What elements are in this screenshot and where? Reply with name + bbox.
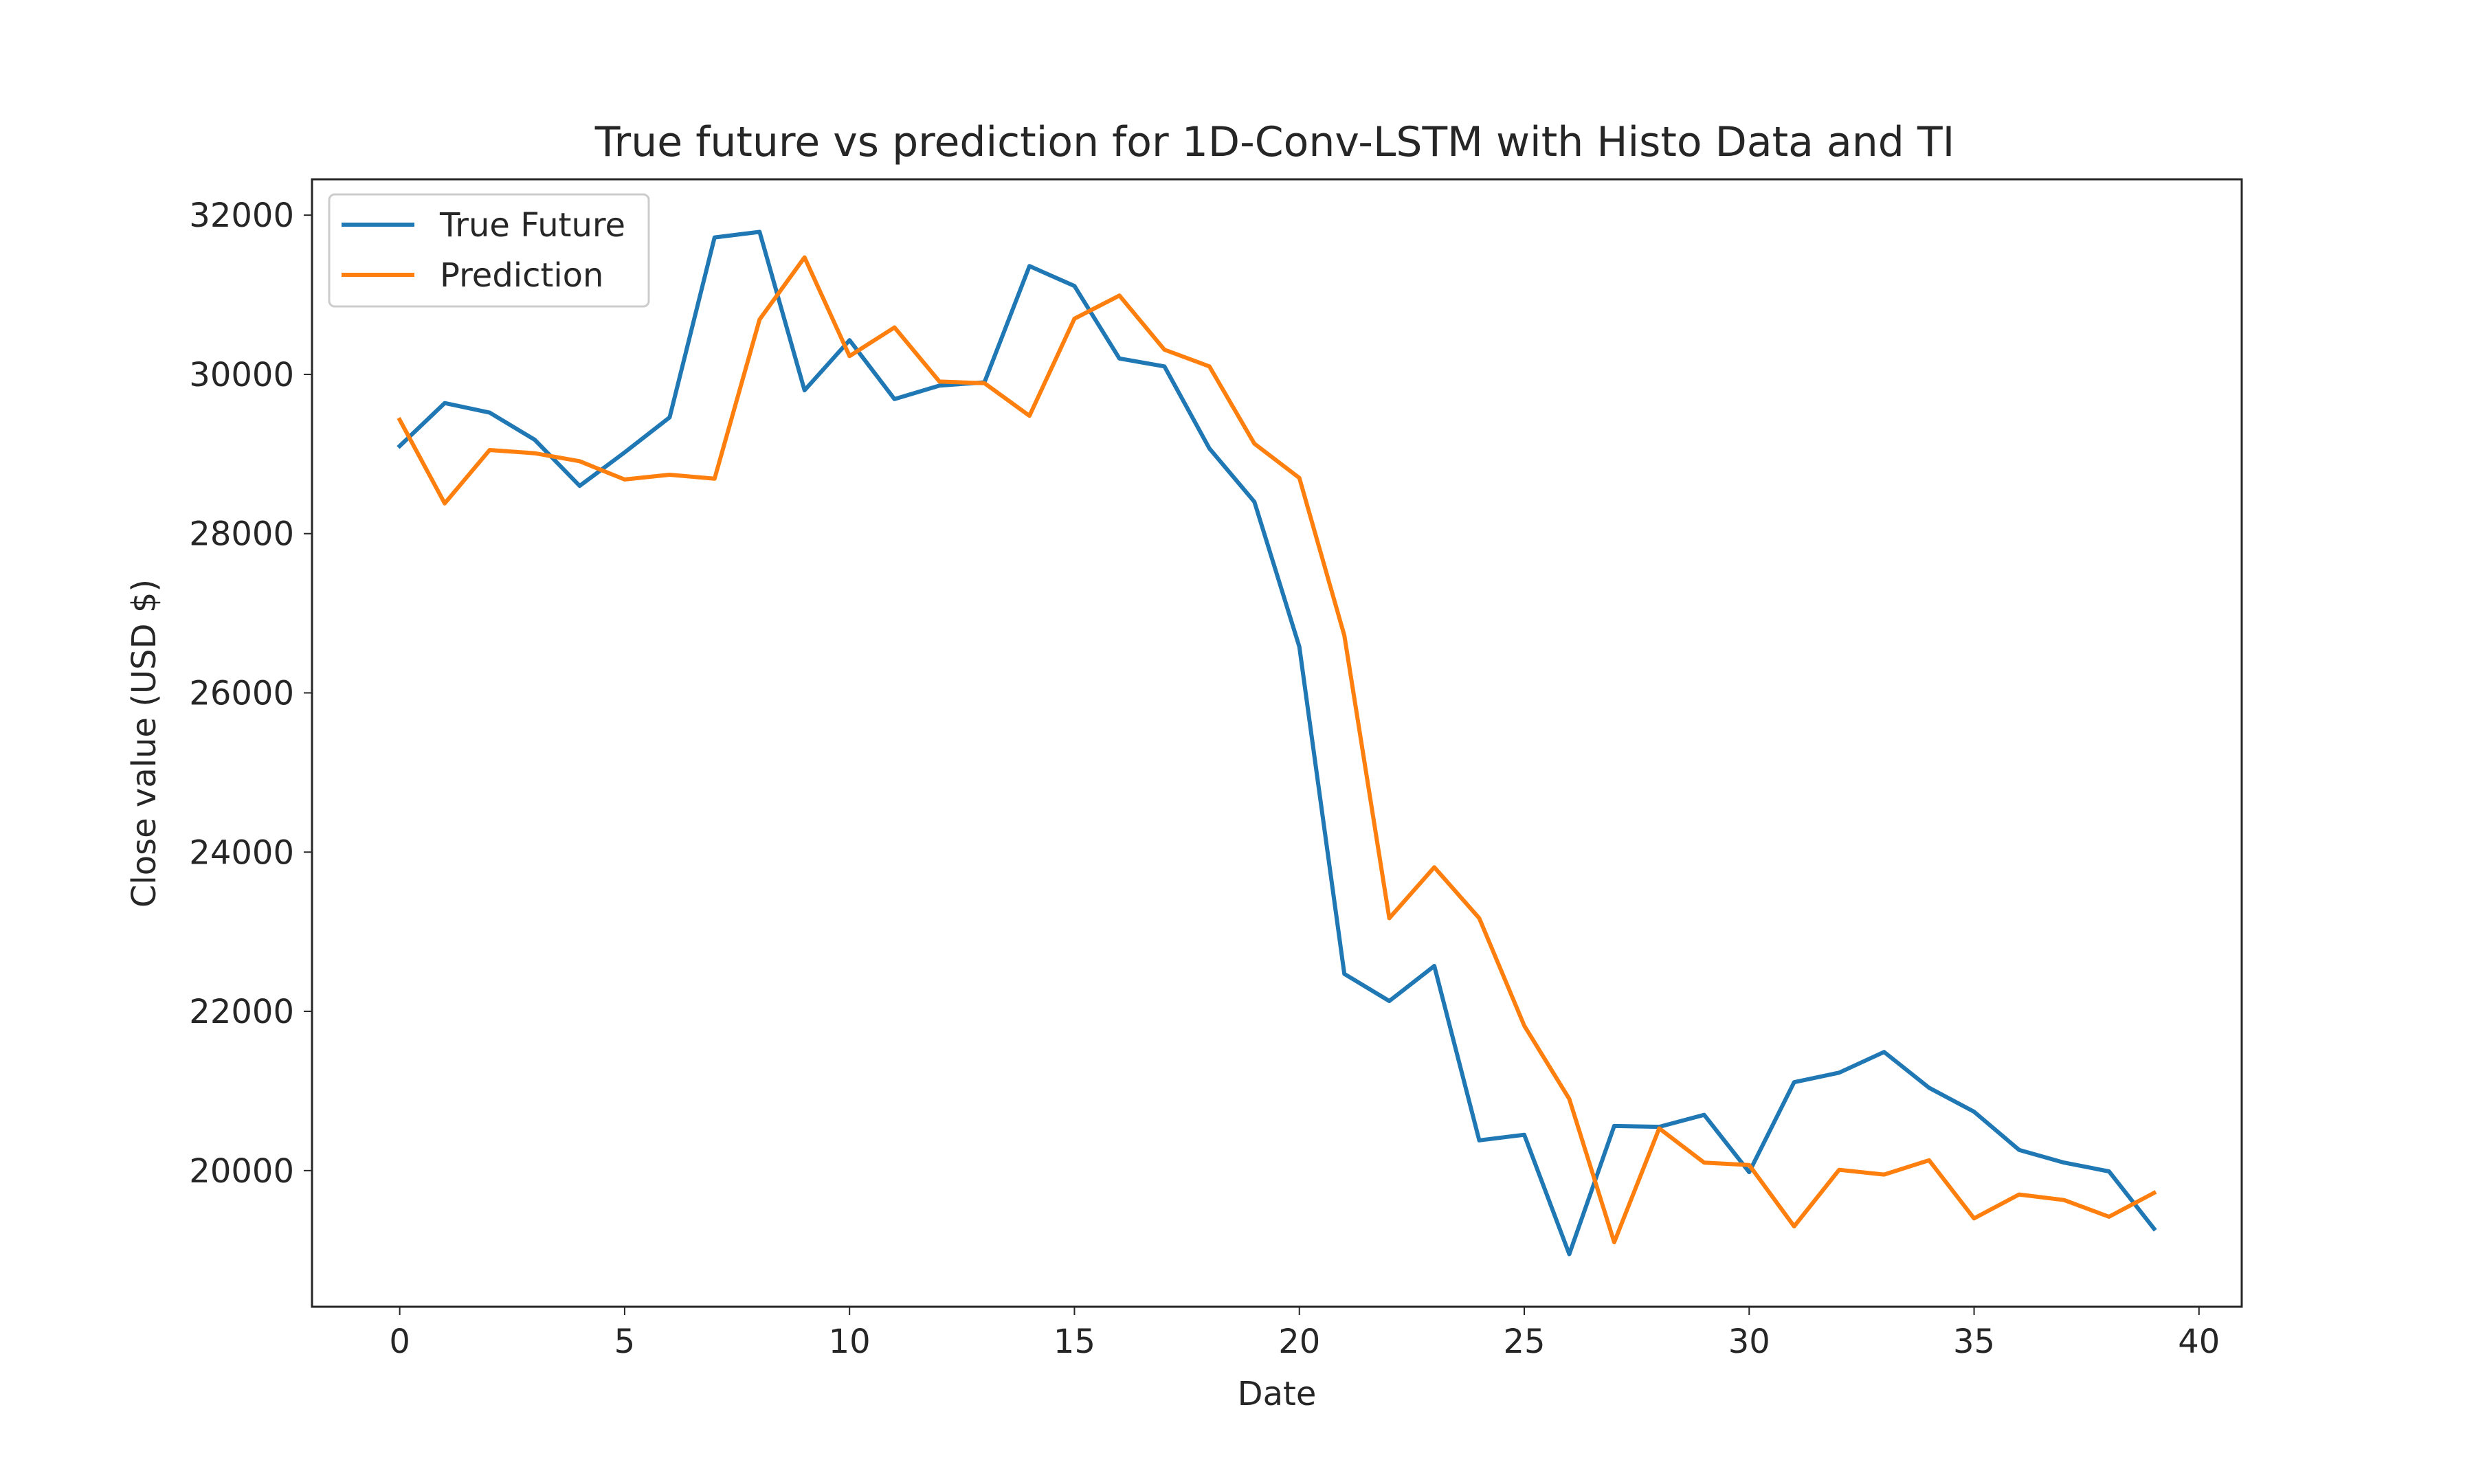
x-tick-label: 10 (829, 1323, 871, 1361)
y-tick-label: 32000 (189, 196, 294, 235)
chart-title: True future vs prediction for 1D-Conv-LS… (594, 118, 1955, 166)
x-tick-label: 35 (1953, 1323, 1995, 1361)
x-axis-label: Date (1238, 1375, 1317, 1413)
x-tick-label: 20 (1278, 1323, 1320, 1361)
series-line-true-future (397, 229, 2157, 1257)
y-tick-label: 28000 (189, 515, 294, 554)
x-tick-label: 5 (614, 1323, 636, 1361)
legend-label-true-future: True Future (439, 206, 625, 245)
x-tick-label: 30 (1728, 1323, 1770, 1361)
legend-box (328, 193, 650, 308)
y-tick-label: 26000 (189, 674, 294, 712)
plot-area (397, 229, 2157, 1257)
y-axis-ticks: 20000 22000 24000 26000 28000 30000 32000 (189, 196, 312, 1191)
y-tick-label: 24000 (189, 833, 294, 872)
y-axis-label: Close value (USD $) (125, 579, 164, 908)
x-axis-ticks: 0 5 10 15 20 25 30 35 40 (389, 1307, 2220, 1361)
x-tick-label: 15 (1054, 1323, 1095, 1361)
y-tick-label: 22000 (189, 993, 294, 1031)
legend: True Future Prediction (328, 193, 650, 308)
x-tick-label: 40 (2178, 1323, 2220, 1361)
y-tick-label: 20000 (189, 1152, 294, 1191)
x-tick-label: 25 (1503, 1323, 1545, 1361)
series-line-prediction (397, 255, 2157, 1245)
y-tick-label: 30000 (189, 356, 294, 394)
plot-frame (311, 178, 2243, 1308)
legend-label-prediction: Prediction (440, 256, 603, 295)
x-tick-label: 0 (389, 1323, 410, 1361)
